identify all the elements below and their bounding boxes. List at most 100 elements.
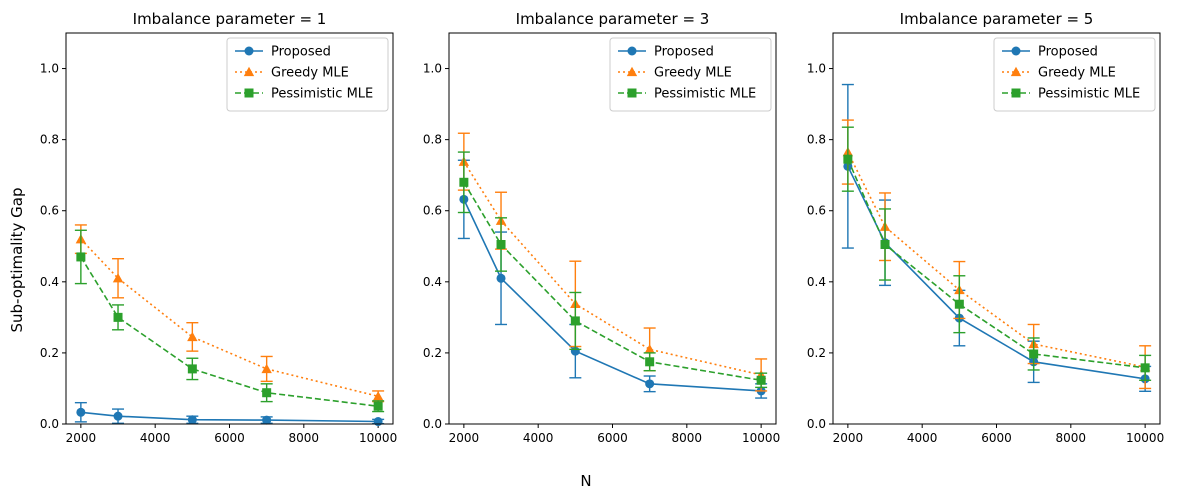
y-tick-label: 1.0 [423, 62, 442, 76]
x-tick-label: 4000 [523, 431, 554, 445]
x-tick-label: 10000 [359, 431, 397, 445]
legend-marker [627, 46, 637, 56]
x-tick-label: 8000 [289, 431, 320, 445]
series-greedy-mle [841, 119, 1152, 390]
legend-marker [244, 46, 254, 56]
y-tick-label: 0.4 [423, 275, 442, 289]
y-tick-label: 0.8 [807, 133, 826, 147]
legend: Proposed Greedy MLE Pessimistic MLE [226, 37, 389, 112]
legend-marker [244, 88, 254, 98]
x-tick-label: 10000 [1126, 431, 1164, 445]
x-tick-label: 6000 [597, 431, 628, 445]
chart-panel-2: Imbalance parameter = 3 2000 4000 6000 8000 1… [423, 10, 780, 445]
legend-marker [1011, 88, 1021, 98]
x-tick-label: 2000 [66, 431, 97, 445]
data-point [645, 379, 655, 389]
figure-xlabel: N [580, 472, 591, 490]
data-point [187, 415, 197, 425]
legend-entry: Proposed [654, 45, 714, 60]
series-line [847, 158, 1146, 369]
x-tick-label: 8000 [1056, 431, 1087, 445]
data-point [372, 391, 384, 401]
series-line [463, 181, 762, 382]
data-point [76, 407, 86, 417]
data-point [459, 177, 469, 187]
y-tick-label: 0.0 [807, 417, 826, 431]
data-point [76, 252, 86, 262]
legend-marker [626, 66, 638, 77]
x-tick-label: 6000 [214, 431, 245, 445]
legend-entry: Pessimistic MLE [654, 87, 756, 102]
legend-frame [993, 37, 1156, 112]
chart-panel-1: Imbalance parameter = 1 2000 4000 6000 8000 1… [40, 10, 397, 445]
series-proposed [841, 83, 1152, 392]
legend-entry: Proposed [271, 45, 331, 60]
y-tick-label: 0.4 [807, 275, 826, 289]
x-tick-label: 2000 [449, 431, 480, 445]
y-tick-label: 1.0 [807, 62, 826, 76]
data-point [496, 239, 506, 249]
legend-entry: Greedy MLE [1038, 66, 1116, 81]
data-point [645, 357, 655, 367]
series-pessimistic-mle [74, 229, 385, 413]
data-point [1029, 349, 1039, 359]
data-point [262, 388, 272, 398]
chart-panels: Imbalance parameter = 1 2000 4000 6000 8000 1… [40, 10, 1164, 445]
data-point [373, 401, 383, 411]
y-tick-label: 0.6 [40, 204, 59, 218]
legend-marker [243, 66, 255, 77]
data-point [261, 363, 272, 374]
legend-frame [609, 37, 772, 112]
data-point [187, 364, 197, 374]
legend-entry: Proposed [1038, 45, 1098, 60]
y-tick-label: 0.6 [807, 204, 826, 218]
data-point [113, 312, 123, 322]
legend: Proposed Greedy MLE Pessimistic MLE [993, 37, 1156, 112]
legend-marker [627, 88, 637, 98]
axes-frame [448, 32, 777, 425]
y-tick-label: 0.2 [807, 346, 826, 360]
data-point [113, 411, 123, 421]
data-point [112, 273, 124, 283]
series-line [847, 165, 1146, 380]
series-pessimistic-mle [457, 151, 768, 389]
data-point [644, 344, 655, 354]
y-tick-label: 0.0 [423, 417, 442, 431]
series-line [80, 411, 379, 423]
y-tick-label: 0.6 [423, 204, 442, 218]
series-line [80, 256, 379, 408]
y-tick-label: 0.2 [40, 346, 59, 360]
data-point [954, 299, 964, 309]
chart-title: Imbalance parameter = 3 [516, 10, 710, 28]
y-tick-label: 0.0 [40, 417, 59, 431]
axes-frame [832, 32, 1161, 425]
series-pessimistic-mle [841, 126, 1152, 381]
data-point [1140, 363, 1150, 373]
legend-marker [1010, 66, 1022, 77]
legend-entry: Pessimistic MLE [1038, 87, 1140, 102]
data-point [843, 154, 853, 164]
series-line [463, 161, 762, 376]
x-tick-label: 10000 [742, 431, 780, 445]
series-line [847, 151, 1146, 368]
x-tick-label: 4000 [907, 431, 938, 445]
chart-title: Imbalance parameter = 1 [133, 10, 327, 28]
data-point [496, 273, 506, 283]
data-point [262, 415, 272, 425]
data-point [880, 239, 890, 249]
series-proposed [74, 401, 385, 427]
data-point [756, 375, 766, 385]
x-tick-label: 2000 [833, 431, 864, 445]
legend-marker [1011, 46, 1021, 56]
series-proposed [457, 159, 768, 399]
legend: Proposed Greedy MLE Pessimistic MLE [609, 37, 772, 112]
series-line [80, 238, 379, 398]
y-tick-label: 0.8 [40, 133, 59, 147]
x-tick-label: 4000 [140, 431, 171, 445]
legend-entry: Greedy MLE [271, 66, 349, 81]
data-point [373, 417, 383, 427]
figure-ylabel: Sub-optimality Gap [8, 188, 26, 333]
y-tick-label: 0.2 [423, 346, 442, 360]
legend-entry: Greedy MLE [654, 66, 732, 81]
